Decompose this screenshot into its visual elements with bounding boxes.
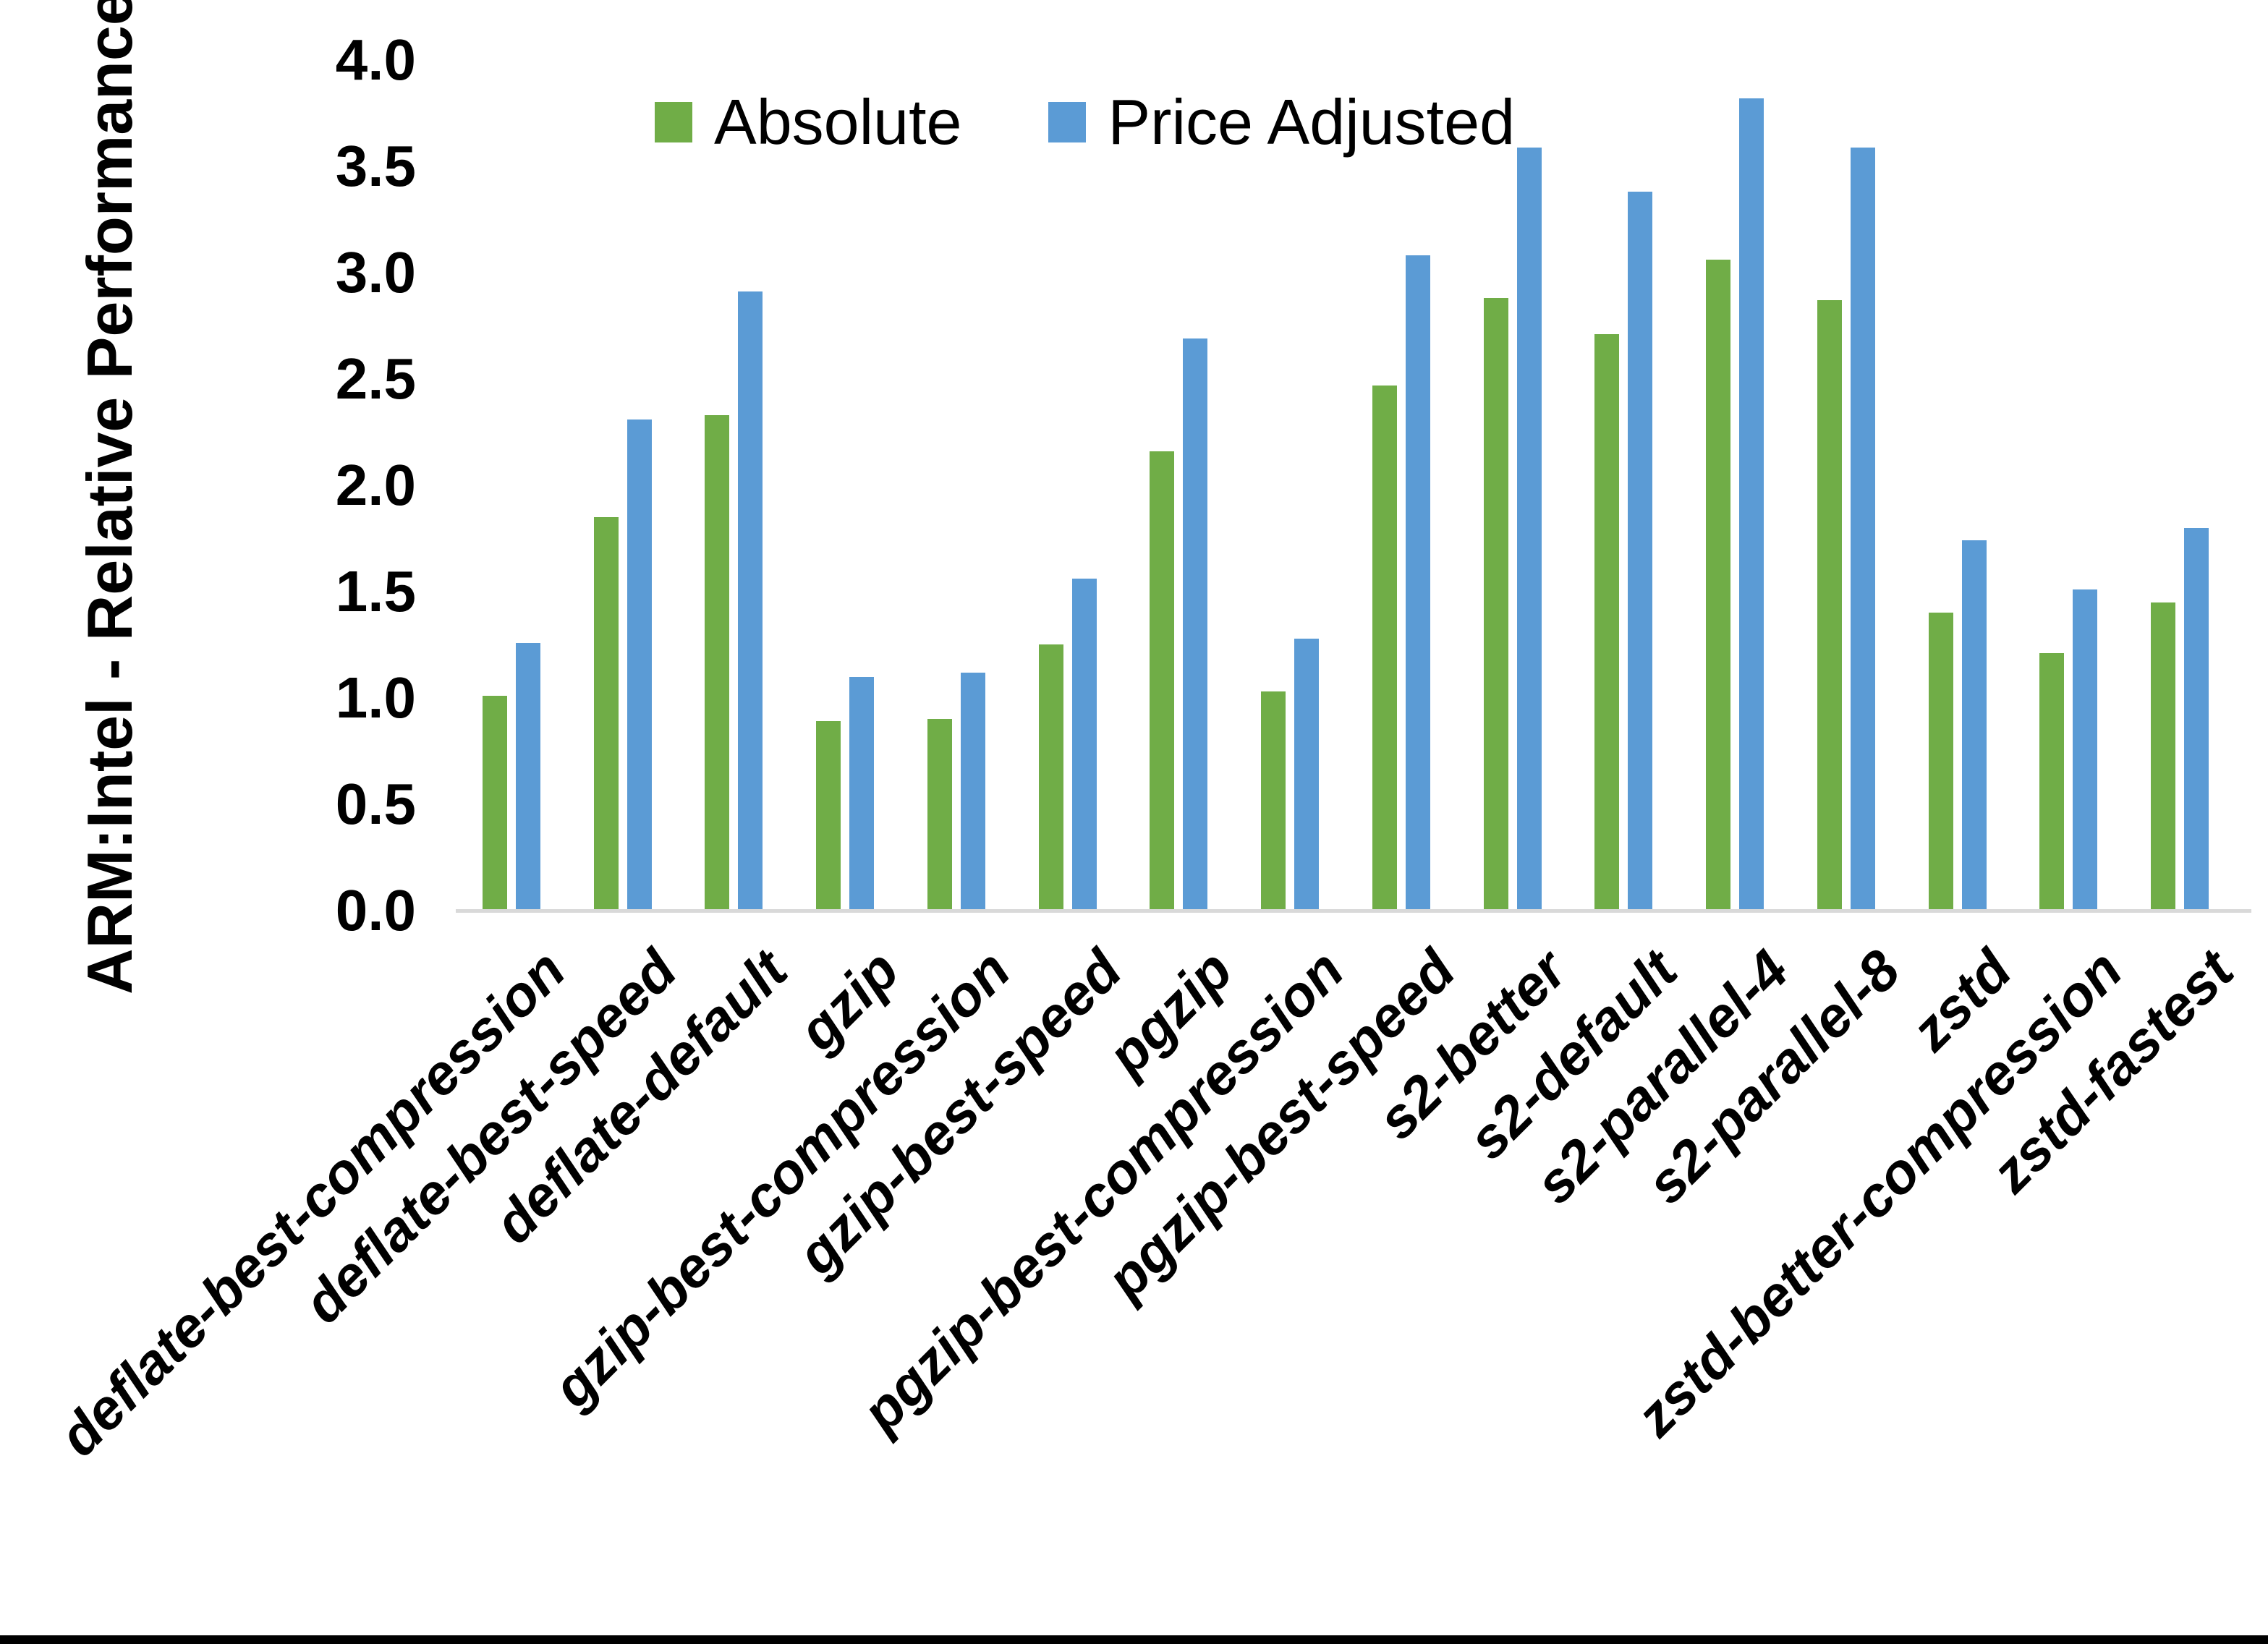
bar-price-adjusted (1516, 148, 1542, 911)
bar-group-zstd (1902, 60, 2013, 911)
bar-price-adjusted (1405, 255, 1430, 911)
bar-price-adjusted (2184, 528, 2209, 911)
bar-absolute (1483, 298, 1508, 911)
y-tick-label: 3.0 (335, 240, 416, 304)
y-tick-label: 3.5 (335, 134, 416, 198)
bar-absolute (1706, 260, 1731, 911)
y-tick-label: 0.0 (335, 878, 416, 942)
legend-label: Absolute (714, 86, 962, 158)
y-tick-label: 2.5 (335, 346, 416, 411)
bar-absolute (1817, 300, 1842, 911)
legend-item-price-adjusted: Price Adjusted (1048, 85, 1515, 159)
bar-group-pgzip-best-speed (1346, 60, 1457, 911)
bar-group-gzip (789, 60, 901, 911)
x-axis-line (456, 909, 2251, 913)
bar-price-adjusted (1739, 98, 1764, 911)
bar-price-adjusted (515, 643, 540, 911)
bar-group-zstd-fastest (2124, 60, 2235, 911)
bar-group-pgzip (1124, 60, 1235, 911)
bar-absolute (927, 719, 952, 911)
y-tick-label: 2.0 (335, 453, 416, 517)
bar-price-adjusted (849, 677, 875, 911)
bottom-border (0, 1635, 2268, 1644)
bar-group-deflate-best-speed (567, 60, 679, 911)
bar-group-deflate-best-compression (456, 60, 567, 911)
bar-absolute (1372, 386, 1397, 911)
y-tick-label: 4.0 (335, 27, 416, 92)
bar-price-adjusted (1961, 540, 1987, 911)
bar-group-s2-better (1457, 60, 1568, 911)
y-tick-label: 1.0 (335, 665, 416, 730)
legend: Absolute Price Adjusted (655, 85, 1515, 159)
bar-price-adjusted (627, 419, 652, 911)
bar-group-gzip-best-compression (901, 60, 1012, 911)
bar-absolute (1928, 613, 1953, 911)
bar-absolute (2039, 653, 2065, 911)
bar-absolute (1261, 691, 1286, 911)
legend-item-absolute: Absolute (655, 85, 961, 159)
bar-price-adjusted (738, 291, 763, 911)
bar-price-adjusted (1850, 148, 1875, 911)
bar-price-adjusted (960, 673, 985, 911)
legend-swatch-icon (1048, 102, 1087, 142)
bar-group-s2-default (1568, 60, 1680, 911)
bar-absolute (1150, 451, 1175, 911)
bar-absolute (482, 696, 507, 911)
legend-swatch-icon (655, 102, 692, 142)
bar-absolute (816, 721, 841, 911)
plot-area (456, 60, 2235, 911)
bar-absolute (593, 517, 619, 911)
legend-label: Price Adjusted (1108, 86, 1516, 158)
bar-price-adjusted (1628, 192, 1653, 911)
bar-group-zstd-better-compression (2013, 60, 2125, 911)
bar-price-adjusted (1294, 639, 1320, 911)
bar-absolute (2151, 602, 2176, 911)
bar-group-s2-parallel-4 (1679, 60, 1791, 911)
bar-absolute (1594, 334, 1620, 911)
bar-absolute (1038, 644, 1063, 911)
y-tick-label: 1.5 (335, 559, 416, 623)
bar-price-adjusted (2073, 589, 2098, 911)
bar-price-adjusted (1183, 338, 1208, 911)
bar-absolute (705, 415, 730, 911)
bar-group-s2-parallel-8 (1791, 60, 1902, 911)
y-tick-label: 0.5 (335, 772, 416, 836)
bar-price-adjusted (1071, 579, 1097, 911)
bar-group-deflate-default (679, 60, 790, 911)
y-axis-title: ARM:Intel - Relative Performance (74, 0, 145, 995)
bar-group-gzip-best-speed (1012, 60, 1124, 911)
bar-group-pgzip-best-compression (1234, 60, 1346, 911)
